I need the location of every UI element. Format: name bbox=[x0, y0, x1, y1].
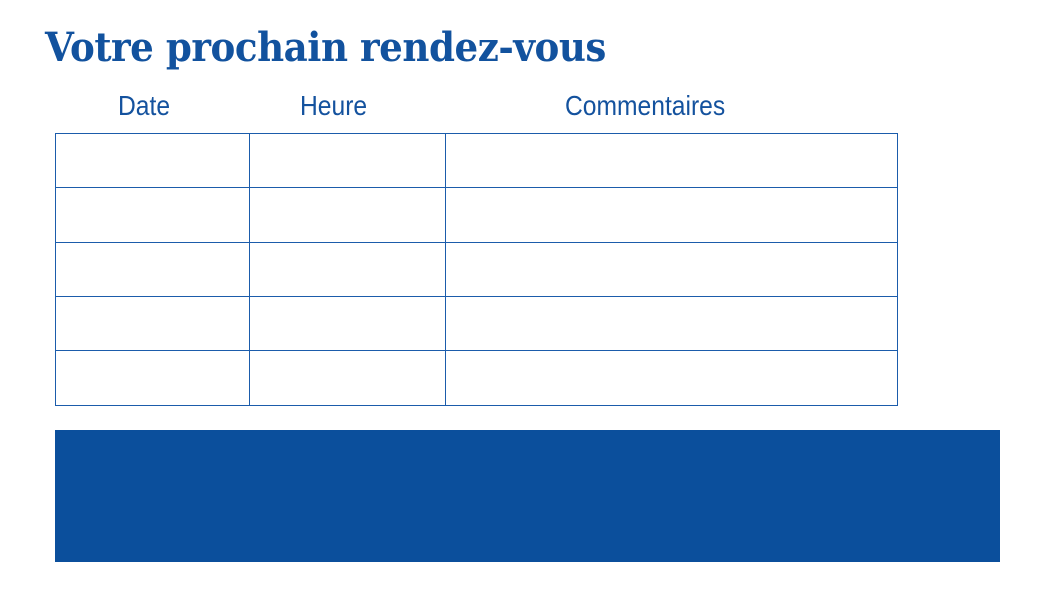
cell-heure[interactable] bbox=[249, 187, 446, 243]
appointment-table-body bbox=[55, 133, 898, 406]
cell-date-value bbox=[56, 312, 249, 336]
cell-date-value bbox=[56, 203, 249, 227]
cell-commentaires-value bbox=[446, 258, 897, 282]
cell-heure[interactable] bbox=[249, 350, 446, 406]
cell-date-value bbox=[56, 149, 249, 173]
cell-heure[interactable] bbox=[249, 242, 446, 297]
cell-heure[interactable] bbox=[249, 296, 446, 351]
cell-date[interactable] bbox=[55, 242, 250, 297]
cell-commentaires-value bbox=[446, 149, 897, 173]
cell-heure-value bbox=[250, 312, 445, 336]
cell-heure-value bbox=[250, 366, 445, 390]
cell-date[interactable] bbox=[55, 187, 250, 243]
page-title: Votre prochain rendez-vous bbox=[45, 24, 606, 71]
cell-commentaires[interactable] bbox=[445, 242, 898, 297]
cell-heure-value bbox=[250, 258, 445, 282]
cell-commentaires-value bbox=[446, 203, 897, 227]
table-row bbox=[55, 350, 898, 406]
cell-commentaires-value bbox=[446, 366, 897, 390]
cell-heure-value bbox=[250, 203, 445, 227]
table-row bbox=[55, 296, 898, 351]
table-row bbox=[55, 187, 898, 243]
cell-date[interactable] bbox=[55, 296, 250, 351]
column-header-commentaires: Commentaires bbox=[565, 90, 726, 121]
cell-commentaires[interactable] bbox=[445, 350, 898, 406]
cell-commentaires[interactable] bbox=[445, 133, 898, 188]
cell-date-value bbox=[56, 366, 249, 390]
table-row bbox=[55, 133, 898, 188]
cell-date[interactable] bbox=[55, 133, 250, 188]
table-row bbox=[55, 242, 898, 297]
cell-heure[interactable] bbox=[249, 133, 446, 188]
column-header-date: Date bbox=[118, 90, 171, 121]
cell-commentaires-value bbox=[446, 312, 897, 336]
table-column-headers: Date Heure Commentaires bbox=[55, 88, 897, 124]
cell-date-value bbox=[56, 258, 249, 282]
appointment-table bbox=[55, 133, 898, 406]
cell-commentaires[interactable] bbox=[445, 187, 898, 243]
footer-blue-band bbox=[55, 430, 1000, 562]
cell-commentaires[interactable] bbox=[445, 296, 898, 351]
cell-date[interactable] bbox=[55, 350, 250, 406]
cell-heure-value bbox=[250, 149, 445, 173]
column-header-heure: Heure bbox=[300, 90, 368, 121]
